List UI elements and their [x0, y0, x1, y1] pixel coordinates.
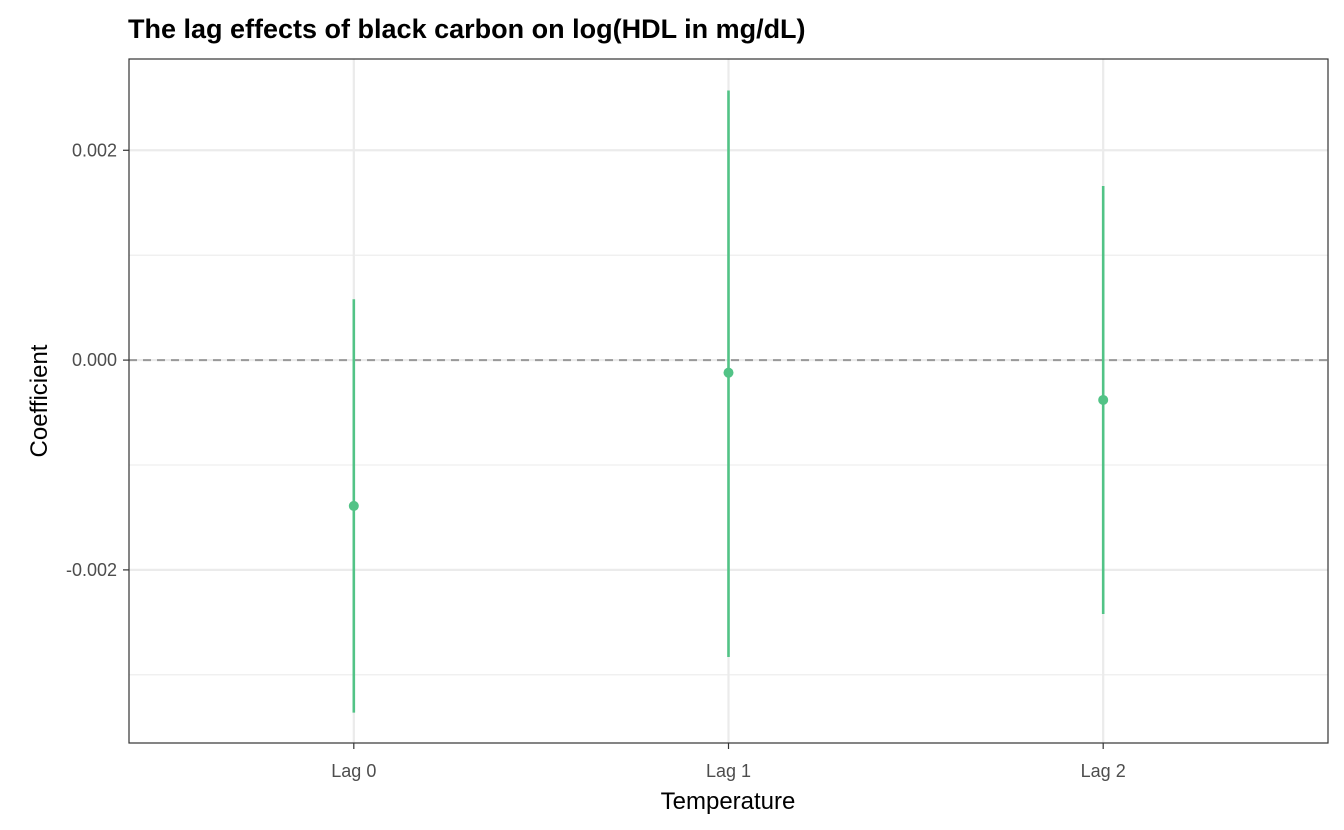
chart-title: The lag effects of black carbon on log(H… [128, 14, 806, 44]
y-tick-label: -0.002 [66, 560, 117, 580]
x-tick-label: Lag 0 [331, 761, 376, 781]
x-axis-title: Temperature [661, 788, 796, 815]
error-bars [352, 90, 1105, 713]
data-points [348, 367, 1109, 511]
y-axis-title: Coefficient [26, 344, 53, 457]
point-lag-0 [348, 500, 359, 511]
y-axis-ticks: -0.002 0.000 0.002 [66, 140, 129, 580]
x-axis-ticks: Lag 0 Lag 1 Lag 2 [331, 743, 1126, 781]
x-tick-label: Lag 2 [1081, 761, 1126, 781]
point-lag-2 [1098, 394, 1109, 405]
x-tick-label: Lag 1 [706, 761, 751, 781]
y-tick-label: 0.002 [72, 140, 117, 160]
y-tick-label: 0.000 [72, 350, 117, 370]
point-lag-1 [723, 367, 734, 378]
